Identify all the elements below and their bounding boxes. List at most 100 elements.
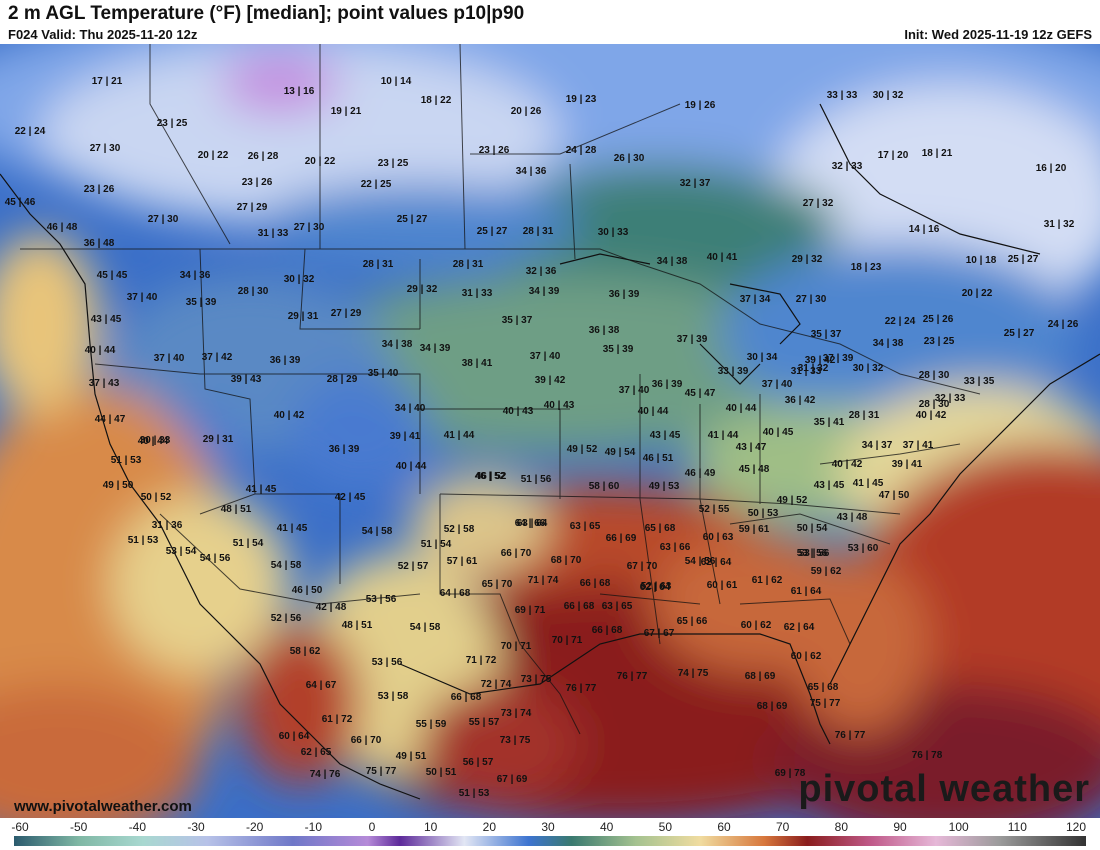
point-value-label: 39 | 42: [804, 355, 836, 366]
point-value-label: 29 | 31: [287, 311, 319, 322]
point-value-label: 29 | 31: [202, 434, 234, 445]
point-value-label: 37 | 34: [739, 294, 771, 305]
point-value-label: 18 | 22: [420, 95, 452, 106]
point-value-label: 70 | 71: [500, 641, 532, 652]
point-value-label: 68 | 69: [756, 701, 788, 712]
point-value-label: 41 | 44: [443, 430, 475, 441]
point-value-label: 35 | 39: [185, 297, 217, 308]
point-value-label: 76 | 77: [616, 671, 648, 682]
point-value-label: 27 | 32: [802, 198, 834, 209]
point-value-label: 30 | 32: [852, 363, 884, 374]
point-value-label: 43 | 45: [90, 314, 122, 325]
point-value-label: 49 | 52: [566, 444, 598, 455]
point-value-label: 53 | 54: [165, 546, 197, 557]
point-value-label: 53 | 56: [796, 548, 828, 559]
point-value-label: 28 | 31: [522, 226, 554, 237]
point-value-label: 65 | 66: [676, 616, 708, 627]
point-value-label: 34 | 37: [861, 440, 893, 451]
point-value-label: 53 | 56: [371, 657, 403, 668]
point-value-label: 36 | 39: [328, 444, 360, 455]
point-value-label: 75 | 77: [365, 766, 397, 777]
point-value-label: 52 | 57: [397, 561, 429, 572]
point-value-label: 10 | 18: [965, 255, 997, 266]
point-value-label: 18 | 21: [921, 148, 953, 159]
point-value-label: 63 | 66: [659, 542, 691, 553]
point-value-label: 40 | 44: [137, 436, 169, 447]
point-value-label: 59 | 62: [810, 566, 842, 577]
point-value-label: 32 | 33: [934, 393, 966, 404]
point-value-label: 60 | 62: [790, 651, 822, 662]
point-value-label: 29 | 32: [406, 284, 438, 295]
point-value-label: 34 | 36: [515, 166, 547, 177]
point-value-label: 27 | 30: [293, 222, 325, 233]
point-value-label: 37 | 40: [529, 351, 561, 362]
point-value-label: 37 | 40: [153, 353, 185, 364]
point-value-label: 61 | 64: [790, 586, 822, 597]
point-value-label: 27 | 29: [236, 202, 268, 213]
point-value-label: 31 | 33: [461, 288, 493, 299]
point-value-label: 48 | 51: [220, 504, 252, 515]
colorbar-tick-label: 70: [775, 820, 790, 834]
map-title: 2 m AGL Temperature (°F) [median]; point…: [8, 3, 525, 24]
point-value-label: 35 | 40: [367, 368, 399, 379]
point-value-label: 23 | 26: [83, 184, 115, 195]
point-value-label: 16 | 20: [1035, 163, 1067, 174]
colorbar-ticks: -60 -50 -40 -30 -20 -10 0 10 20 30 40 50 60 70 80 90 100…: [0, 818, 1100, 836]
point-value-label: 71 | 74: [527, 575, 559, 586]
map-field: [0, 44, 1100, 818]
point-value-label: 37 | 39: [676, 334, 708, 345]
point-value-label: 49 | 50: [102, 480, 134, 491]
point-value-label: 20 | 22: [304, 156, 336, 167]
colorbar-tick-label: 80: [834, 820, 849, 834]
point-value-label: 36 | 38: [588, 325, 620, 336]
point-value-label: 54 | 56: [199, 553, 231, 564]
point-value-label: 43 | 45: [813, 480, 845, 491]
point-value-label: 69 | 78: [774, 768, 806, 779]
point-value-label: 45 | 47: [684, 388, 716, 399]
point-value-label: 34 | 39: [419, 343, 451, 354]
point-value-label: 32 | 33: [831, 161, 863, 172]
colorbar-tick-label: 110: [1007, 820, 1027, 834]
point-value-label: 27 | 30: [89, 143, 121, 154]
colorbar-tick-label: 30: [541, 820, 555, 834]
point-value-label: 25 | 27: [476, 226, 508, 237]
point-value-label: 43 | 47: [735, 442, 767, 453]
point-value-label: 53 | 58: [377, 691, 409, 702]
point-value-label: 35 | 39: [602, 344, 634, 355]
point-value-label: 37 | 43: [88, 378, 120, 389]
point-value-label: 56 | 57: [462, 757, 494, 768]
point-value-label: 59 | 61: [738, 524, 770, 535]
point-value-label: 26 | 30: [613, 153, 645, 164]
point-value-label: 37 | 40: [126, 292, 158, 303]
point-value-label: 34 | 40: [394, 403, 426, 414]
point-value-label: 20 | 22: [961, 288, 993, 299]
point-value-label: 66 | 68: [591, 625, 623, 636]
point-value-label: 72 | 74: [480, 679, 512, 690]
point-value-label: 40 | 44: [725, 403, 757, 414]
colorbar-tick-label: 120: [1065, 820, 1087, 834]
point-value-label: 40 | 44: [395, 461, 427, 472]
point-value-label: 39 | 42: [534, 375, 566, 386]
colorbar-tick-label: 90: [893, 820, 907, 834]
point-value-label: 46 | 52: [474, 471, 506, 482]
point-value-label: 28 | 30: [237, 286, 269, 297]
point-value-label: 53 | 56: [798, 548, 830, 559]
point-value-label: 40 | 42: [273, 410, 305, 421]
point-value-label: 42 | 45: [334, 492, 366, 503]
coastline: [0, 103, 1100, 800]
point-value-label: 54 | 58: [270, 560, 302, 571]
point-value-label: 30 | 33: [139, 435, 171, 446]
point-value-label: 29 | 32: [791, 254, 823, 265]
point-value-label: 70 | 71: [551, 635, 583, 646]
point-value-label: 46 | 48: [46, 222, 78, 233]
point-value-label: 31 | 36: [151, 520, 183, 531]
point-value-label: 54 | 56: [684, 556, 716, 567]
point-value-label: 30 | 32: [283, 274, 315, 285]
point-value-label: 66 | 70: [500, 548, 532, 559]
point-value-label: 28 | 30: [918, 370, 950, 381]
colorbar-ramp: [14, 836, 1086, 846]
point-value-label: 31 | 32: [1043, 219, 1075, 230]
point-value-label: 34 | 39: [528, 286, 560, 297]
point-value-label: 69 | 71: [514, 605, 546, 616]
point-value-label: 75 | 77: [809, 698, 841, 709]
